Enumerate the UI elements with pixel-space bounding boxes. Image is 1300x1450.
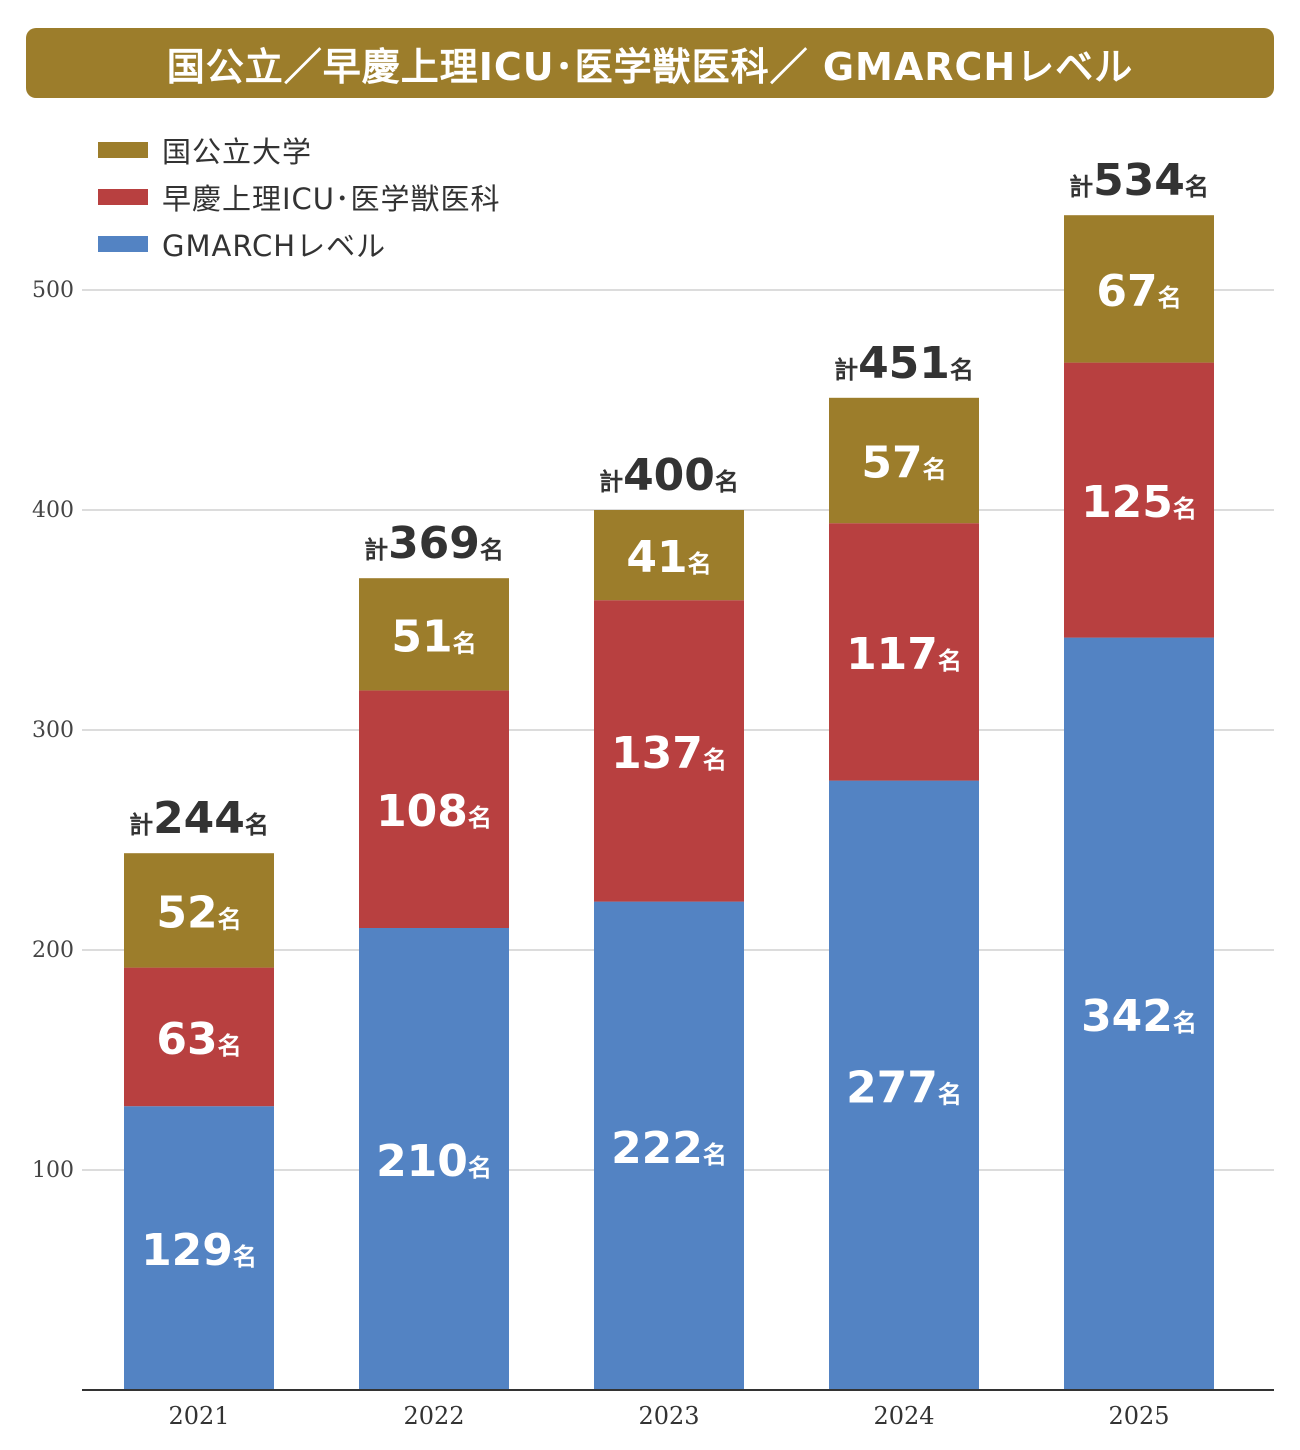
- data-label: 41名: [626, 532, 711, 583]
- legend-item-gmarch: GMARCHレベル: [98, 220, 501, 267]
- total-label: 計400名: [599, 450, 739, 501]
- bar-segment: [124, 853, 274, 968]
- data-label: 277名: [846, 1062, 962, 1113]
- legend-item-private-top: 早慶上理ICU･医学獣医科: [98, 173, 501, 220]
- data-label: 210名: [376, 1136, 492, 1187]
- data-label: 222名: [611, 1123, 727, 1174]
- bar-segment: [594, 901, 744, 1390]
- total-label: 計451名: [834, 338, 974, 389]
- chart-title: 国公立／早慶上理ICU･医学獣医科／ GMARCHレベル: [166, 44, 1134, 89]
- x-tick-label: 2023: [638, 1402, 699, 1430]
- data-label: 51名: [391, 611, 476, 662]
- data-label: 108名: [376, 786, 492, 837]
- x-tick-label: 2022: [403, 1402, 464, 1430]
- x-tick-label: 2024: [873, 1402, 934, 1430]
- legend: 国公立大学 早慶上理ICU･医学獣医科 GMARCHレベル: [98, 126, 501, 267]
- y-tick-label: 300: [32, 718, 74, 743]
- y-tick-label: 200: [32, 938, 74, 963]
- x-tick-label: 2021: [168, 1402, 229, 1430]
- chart-title-banner: 国公立／早慶上理ICU･医学獣医科／ GMARCHレベル: [26, 28, 1274, 98]
- data-label: 52名: [156, 887, 241, 938]
- bar-segment: [124, 967, 274, 1107]
- bar-segment: [829, 397, 979, 524]
- data-label: 67名: [1096, 266, 1181, 317]
- data-label: 129名: [141, 1225, 257, 1276]
- bar-segment: [124, 1106, 274, 1390]
- bar-segment: [359, 690, 509, 928]
- legend-label-national: 国公立大学: [162, 134, 313, 169]
- legend-swatch-gmarch: [98, 235, 148, 252]
- bar-segment: [359, 928, 509, 1390]
- y-tick-label: 500: [32, 278, 74, 303]
- data-label: 63名: [156, 1014, 241, 1065]
- total-label: 計369名: [364, 518, 504, 569]
- legend-label-private-top: 早慶上理ICU･医学獣医科: [162, 181, 501, 216]
- legend-swatch-private-top: [98, 188, 148, 205]
- bar-segment: [594, 510, 744, 601]
- data-label: 137名: [611, 728, 727, 779]
- bar-segment: [594, 600, 744, 902]
- data-label: 125名: [1081, 477, 1197, 528]
- y-tick-label: 400: [32, 498, 74, 523]
- y-tick-label: 100: [32, 1158, 74, 1183]
- data-label: 57名: [861, 438, 946, 489]
- data-label: 117名: [846, 629, 962, 680]
- bar-segment: [1064, 215, 1214, 363]
- x-tick-label: 2025: [1108, 1402, 1169, 1430]
- bar-segment: [829, 523, 979, 781]
- data-label: 342名: [1081, 991, 1197, 1042]
- legend-swatch-national: [98, 141, 148, 158]
- bar-segment: [1064, 362, 1214, 638]
- bar-segment: [829, 780, 979, 1390]
- bar-segment: [359, 578, 509, 691]
- bar-segment: [1064, 637, 1214, 1390]
- legend-item-national: 国公立大学: [98, 126, 501, 173]
- total-label: 計534名: [1069, 155, 1209, 206]
- legend-label-gmarch: GMARCHレベル: [162, 228, 387, 263]
- total-label: 計244名: [129, 793, 269, 844]
